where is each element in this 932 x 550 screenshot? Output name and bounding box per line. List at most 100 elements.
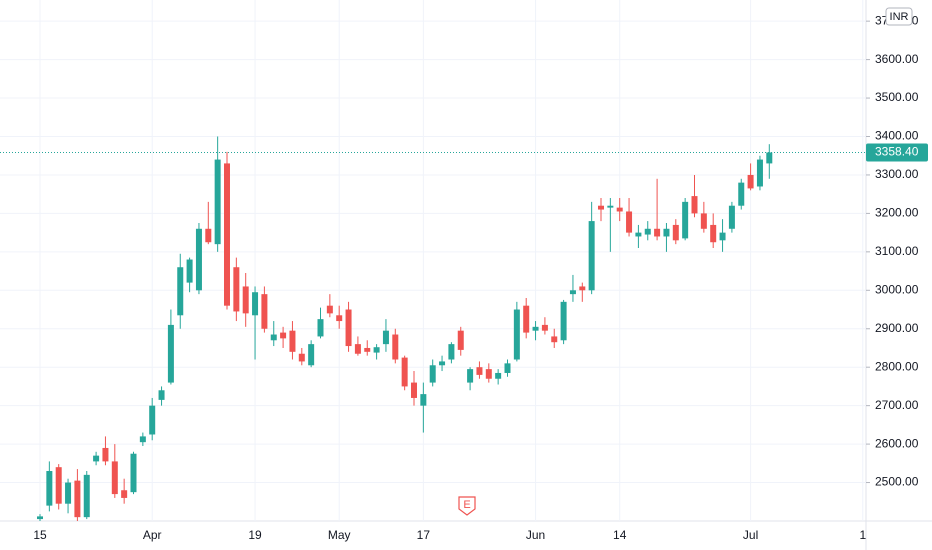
candle-body [233, 267, 240, 312]
candle-body [719, 232, 726, 241]
candle-body [289, 330, 296, 352]
y-tick-label: 2500.00 [875, 475, 919, 489]
candle-body [308, 344, 315, 366]
candle-body [205, 228, 212, 243]
candle-body [177, 267, 184, 316]
y-tick-label: 3000.00 [875, 282, 919, 296]
x-tick-label: 14 [613, 528, 627, 542]
candle-body [616, 207, 623, 212]
candle-body [252, 292, 259, 316]
candles [0, 136, 866, 521]
candle-body [579, 286, 586, 291]
x-tick-label: 19 [248, 528, 262, 542]
candle-body [513, 309, 520, 360]
candle-body [588, 221, 595, 291]
candle-body [195, 228, 202, 291]
y-tick-label: 3500.00 [875, 90, 919, 104]
candle-body [382, 330, 389, 345]
candle-body [317, 319, 324, 337]
candle-body [65, 482, 72, 504]
x-tick-label: Jul [743, 528, 758, 542]
candle-body [214, 159, 221, 245]
candle-body [569, 290, 576, 295]
candle-body [420, 394, 427, 406]
candle-body [242, 286, 249, 314]
y-tick-label: 3600.00 [875, 52, 919, 66]
candle-body [541, 324, 548, 331]
x-tick-label: 1 [859, 528, 866, 542]
candle-body [495, 372, 502, 379]
candle-body [345, 309, 352, 347]
candle-body [532, 326, 539, 331]
candle-body [93, 455, 100, 462]
candle-body [111, 461, 118, 495]
candle-body [139, 436, 146, 443]
y-tick-label: 3200.00 [875, 206, 919, 220]
candle-body [644, 228, 651, 235]
last-price-badge [866, 143, 928, 162]
candle-body [186, 259, 193, 283]
candle-body [710, 224, 717, 243]
candle-body [523, 305, 530, 333]
candle-body [326, 305, 333, 314]
y-tick-label: 2700.00 [875, 398, 919, 412]
candle-body [700, 213, 707, 229]
candle-body [55, 467, 62, 504]
y-tick-label: 3300.00 [875, 167, 919, 181]
candle-body [766, 152, 773, 164]
y-tick-label: 3100.00 [875, 244, 919, 258]
x-tick-label: Apr [143, 528, 162, 542]
candle-body [121, 490, 128, 498]
last-price-label: 3358.40 [875, 145, 919, 159]
candle-body [560, 301, 567, 341]
candle-body [504, 363, 511, 373]
y-tick-label: 3400.00 [875, 129, 919, 143]
candle-body [401, 357, 408, 387]
candle-body [682, 201, 689, 239]
candle-body [756, 159, 763, 187]
candle-body [102, 447, 109, 462]
y-tick-label: 2900.00 [875, 321, 919, 335]
candle-body [261, 294, 268, 329]
candle-body [654, 228, 661, 237]
candle-body [691, 196, 698, 214]
earnings-marker[interactable]: E [458, 496, 476, 516]
candle-body [429, 365, 436, 383]
labels: 2500.00 2600.00 2700.00 2800.00 2900.00 3000.… [33, 7, 928, 542]
y-tick-label: 2800.00 [875, 359, 919, 373]
candle-body [457, 330, 464, 350]
candle-body [37, 516, 43, 520]
candle-body [83, 474, 90, 518]
x-tick-label: 15 [33, 528, 47, 542]
candle-body [158, 390, 165, 400]
candle-body [336, 315, 343, 322]
candle-body [476, 367, 483, 375]
earnings-label: E [463, 499, 470, 511]
candle-body [607, 205, 614, 208]
candle-body [663, 228, 670, 237]
candle-body [467, 369, 474, 383]
earnings-badge[interactable] [458, 496, 476, 516]
currency-label[interactable]: INR [890, 11, 909, 23]
candle-body [280, 332, 287, 339]
candle-body [373, 347, 380, 353]
candle-body [738, 182, 745, 206]
candle-body [167, 324, 174, 383]
candle-body [74, 480, 81, 518]
currency-badge[interactable] [885, 7, 913, 26]
x-tick-label: 17 [417, 528, 431, 542]
candle-body [728, 205, 735, 229]
candle-body [149, 405, 156, 435]
candle-body [672, 224, 679, 241]
x-tick-label: May [328, 528, 351, 542]
candle-body [46, 471, 53, 506]
candle-body [626, 211, 633, 233]
candle-body [635, 232, 642, 237]
candle-body [354, 344, 361, 354]
candle-body [448, 344, 455, 360]
candle-body [411, 382, 417, 398]
candle-body [364, 347, 371, 352]
candle-body [598, 205, 604, 210]
